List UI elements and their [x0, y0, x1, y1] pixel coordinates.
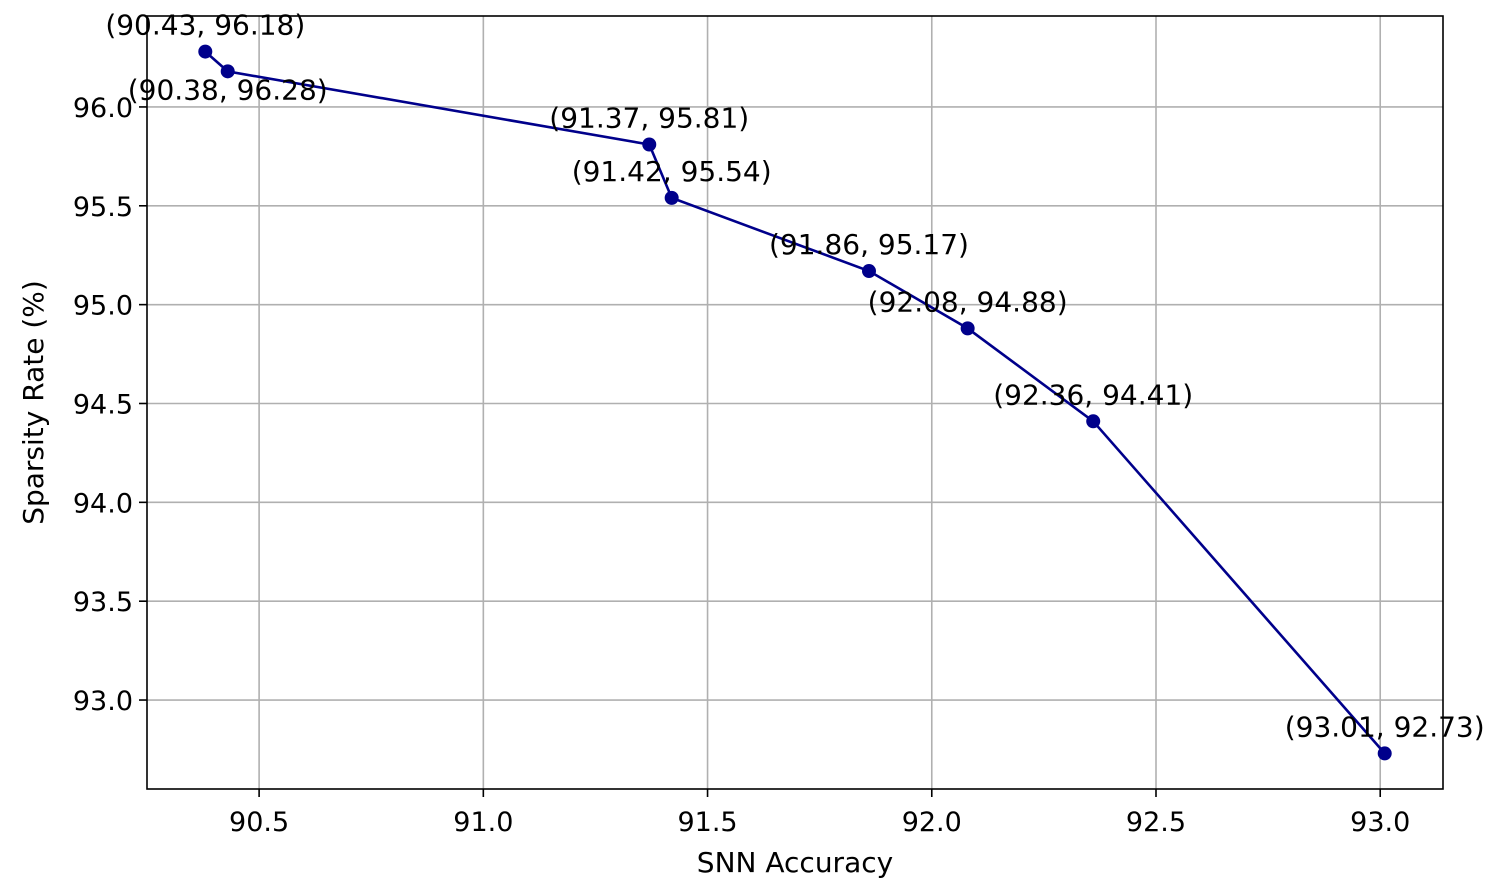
- data-labels: (90.43, 96.18) (90.38, 96.28) (91.37, 95.8…: [105, 9, 1484, 744]
- data-label: (93.01, 92.73): [1285, 710, 1485, 743]
- y-tick-label: 96.0: [73, 93, 133, 124]
- y-tick-label: 95.5: [73, 192, 133, 223]
- grid-lines: [147, 16, 1443, 789]
- data-point: [198, 44, 213, 59]
- series-group: [198, 44, 1392, 761]
- data-point: [220, 64, 235, 79]
- y-tick-label: 94.5: [73, 389, 133, 420]
- x-tick-label: 91.5: [677, 807, 737, 838]
- y-tick-label: 93.5: [73, 587, 133, 618]
- y-tick-label: 95.0: [73, 291, 133, 322]
- data-label: (90.38, 96.28): [128, 73, 328, 106]
- y-axis: 93.0 93.5 94.0 94.5 95.0 95.5 96.0: [73, 93, 147, 717]
- data-point: [1086, 414, 1101, 429]
- data-label: (91.86, 95.17): [769, 228, 969, 261]
- series-line: [204, 50, 1386, 755]
- data-point: [664, 190, 679, 205]
- x-tick-label: 92.5: [1126, 807, 1186, 838]
- data-label: (90.43, 96.18): [105, 9, 305, 42]
- y-tick-label: 94.0: [73, 488, 133, 519]
- data-point: [960, 321, 975, 336]
- data-point: [861, 264, 876, 279]
- plot-frame: [146, 15, 1444, 790]
- x-tick-label: 91.0: [453, 807, 513, 838]
- data-label: (92.08, 94.88): [868, 285, 1068, 318]
- data-label: (91.37, 95.81): [549, 102, 749, 135]
- x-tick-label: 90.5: [229, 807, 289, 838]
- x-tick-label: 93.0: [1350, 807, 1410, 838]
- data-label: (91.42, 95.54): [572, 155, 772, 188]
- y-tick-label: 93.0: [73, 686, 133, 717]
- y-axis-label: Sparsity Rate (%): [17, 280, 50, 525]
- x-tick-label: 92.0: [902, 807, 962, 838]
- x-axis-label: SNN Accuracy: [697, 846, 893, 879]
- data-point: [642, 137, 657, 152]
- x-axis: 90.5 91.0 91.5 92.0 92.5 93.0: [229, 789, 1410, 838]
- data-label: (92.36, 94.41): [993, 378, 1193, 411]
- data-point: [1377, 746, 1392, 761]
